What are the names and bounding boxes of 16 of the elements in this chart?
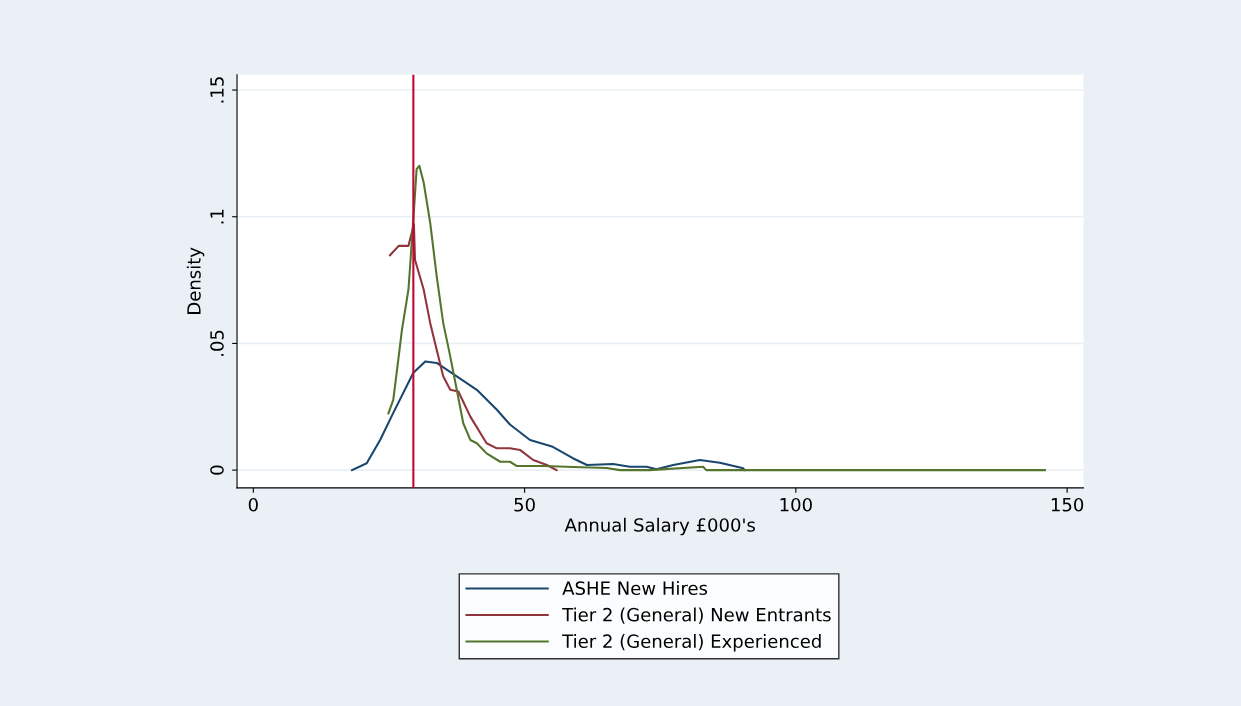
line-series xyxy=(351,360,746,472)
x-tick-label: 50 xyxy=(514,497,535,512)
line-series xyxy=(387,164,1046,472)
x-tick-label: 150 xyxy=(1051,497,1084,512)
y-tick-label: .05 xyxy=(210,330,224,356)
y-tick-label: 0 xyxy=(210,465,224,475)
legend-label: Tier 2 (General) Experienced xyxy=(562,634,821,652)
line-series xyxy=(388,223,558,472)
x-axis-title: Annual Salary £000's xyxy=(564,517,755,536)
x-tick-label: 100 xyxy=(780,497,812,512)
x-tick-label: 0 xyxy=(248,497,258,512)
y-tick-label: .15 xyxy=(210,77,224,103)
legend-label: Tier 2 (General) New Entrants xyxy=(562,607,831,624)
y-tick-label: .1 xyxy=(210,209,224,224)
y-axis-title: Density xyxy=(186,247,205,314)
legend-label: ASHE New Hires xyxy=(562,581,708,596)
